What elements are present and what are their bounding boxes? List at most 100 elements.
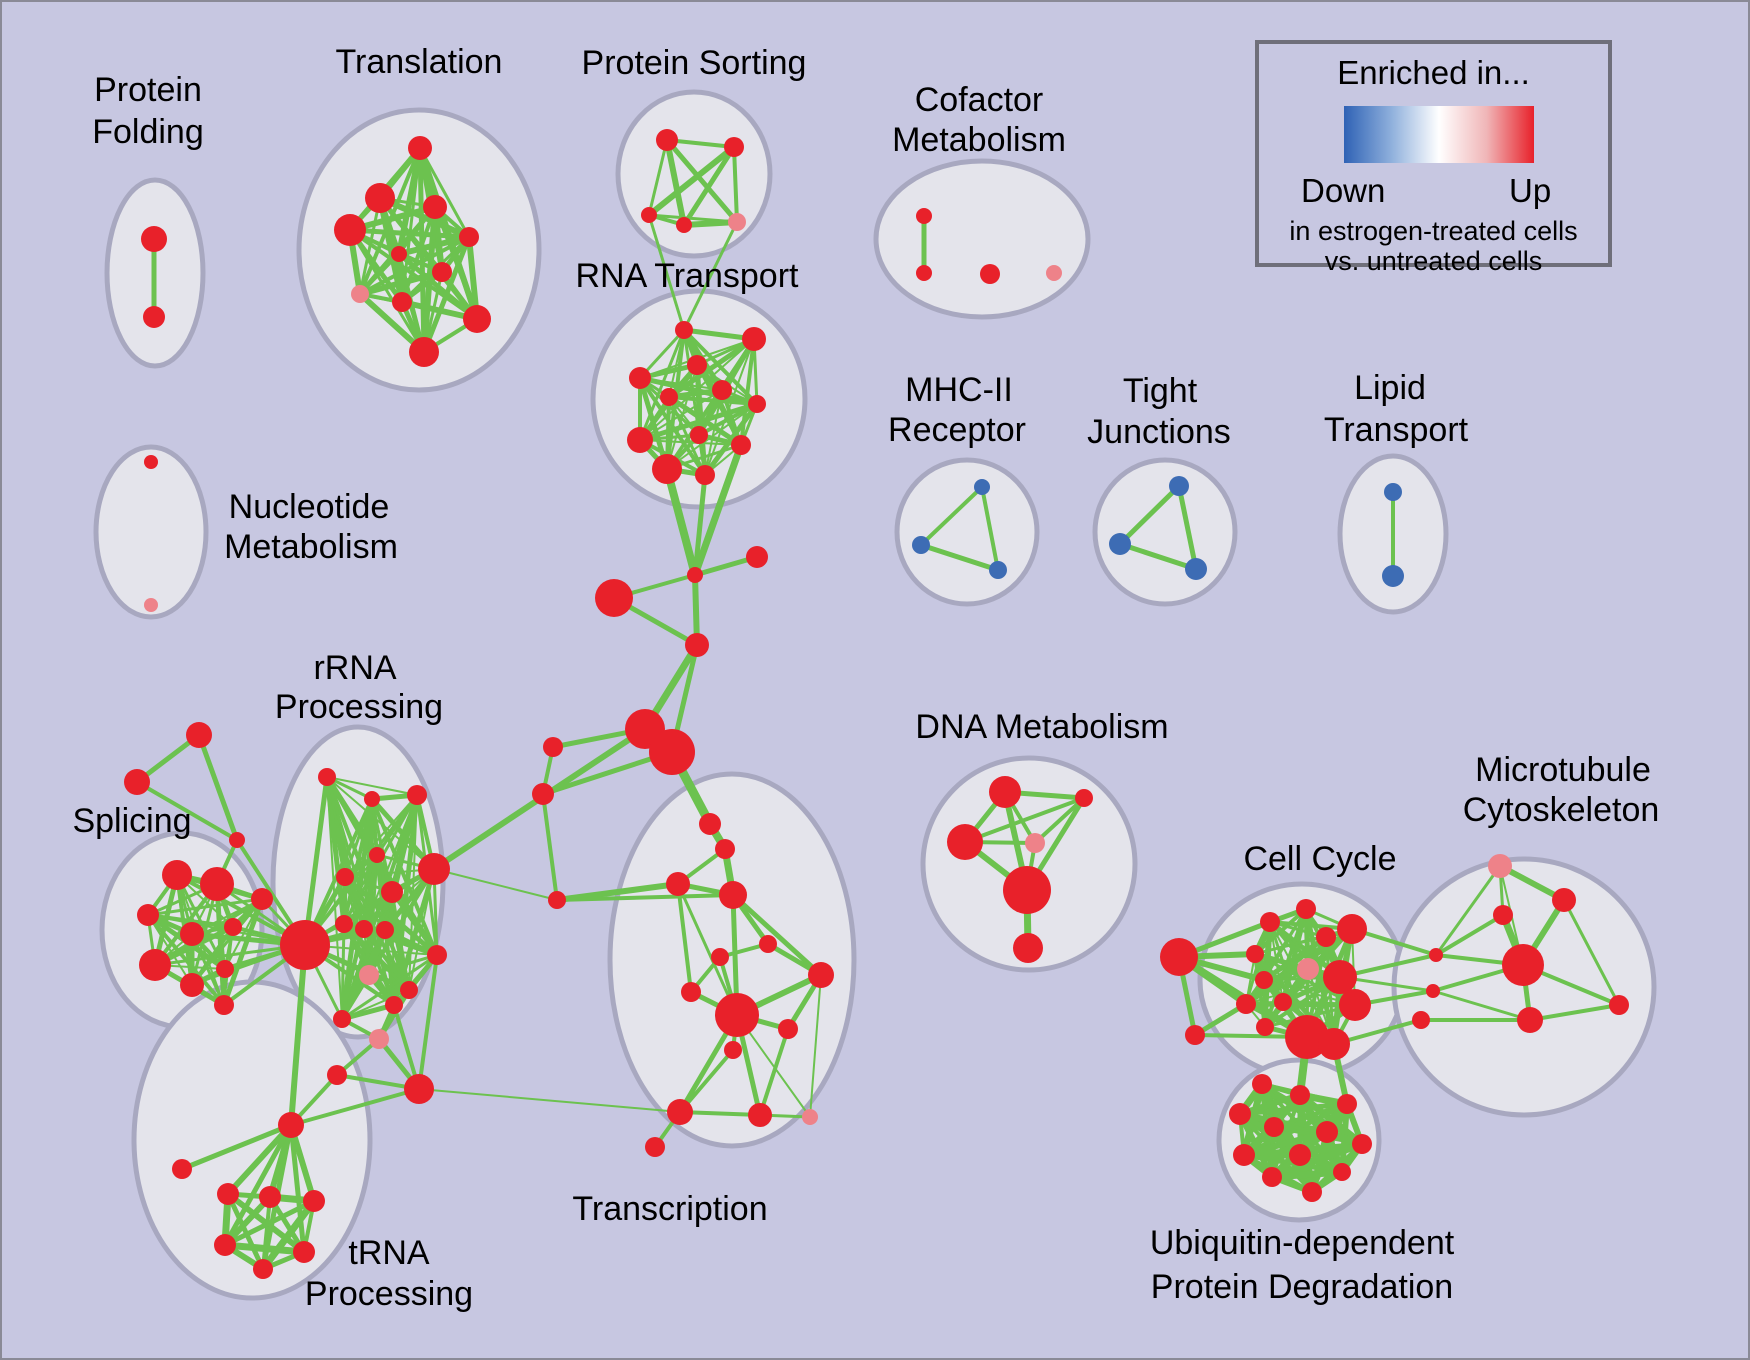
gene-set-node[interactable] bbox=[369, 847, 385, 863]
gene-set-node[interactable] bbox=[656, 129, 678, 151]
gene-set-node[interactable] bbox=[1169, 476, 1189, 496]
gene-set-node[interactable] bbox=[731, 435, 751, 455]
gene-set-node[interactable] bbox=[400, 981, 418, 999]
gene-set-node[interactable] bbox=[759, 935, 777, 953]
gene-set-node[interactable] bbox=[715, 993, 759, 1037]
gene-set-node[interactable] bbox=[186, 722, 212, 748]
gene-set-node[interactable] bbox=[364, 791, 380, 807]
gene-set-node[interactable] bbox=[355, 920, 373, 938]
gene-set-node[interactable] bbox=[1246, 945, 1264, 963]
gene-set-node[interactable] bbox=[947, 824, 983, 860]
gene-set-node[interactable] bbox=[459, 227, 479, 247]
gene-set-node[interactable] bbox=[652, 454, 682, 484]
gene-set-node[interactable] bbox=[595, 579, 633, 617]
gene-set-node[interactable] bbox=[427, 945, 447, 965]
gene-set-node[interactable] bbox=[180, 973, 204, 997]
gene-set-node[interactable] bbox=[214, 995, 234, 1015]
gene-set-node[interactable] bbox=[1316, 1121, 1338, 1143]
gene-set-node[interactable] bbox=[1517, 1007, 1543, 1033]
gene-set-node[interactable] bbox=[989, 776, 1021, 808]
gene-set-node[interactable] bbox=[180, 922, 204, 946]
gene-set-node[interactable] bbox=[1318, 1028, 1350, 1060]
gene-set-node[interactable] bbox=[432, 262, 452, 282]
gene-set-node[interactable] bbox=[742, 327, 766, 351]
gene-set-node[interactable] bbox=[124, 769, 150, 795]
gene-set-node[interactable] bbox=[1297, 958, 1319, 980]
gene-set-node[interactable] bbox=[365, 183, 395, 213]
gene-set-node[interactable] bbox=[359, 965, 379, 985]
gene-set-node[interactable] bbox=[376, 921, 394, 939]
gene-set-node[interactable] bbox=[303, 1190, 325, 1212]
gene-set-node[interactable] bbox=[216, 960, 234, 978]
gene-set-node[interactable] bbox=[690, 426, 708, 444]
gene-set-node[interactable] bbox=[463, 305, 491, 333]
gene-set-node[interactable] bbox=[418, 853, 450, 885]
gene-set-node[interactable] bbox=[137, 904, 159, 926]
gene-set-node[interactable] bbox=[778, 1019, 798, 1039]
gene-set-node[interactable] bbox=[392, 292, 412, 312]
gene-set-node[interactable] bbox=[660, 388, 678, 406]
gene-set-node[interactable] bbox=[200, 867, 234, 901]
gene-set-node[interactable] bbox=[385, 996, 403, 1014]
gene-set-node[interactable] bbox=[1046, 265, 1062, 281]
gene-set-node[interactable] bbox=[1003, 866, 1051, 914]
gene-set-node[interactable] bbox=[1025, 833, 1045, 853]
gene-set-node[interactable] bbox=[1013, 933, 1043, 963]
gene-set-node[interactable] bbox=[391, 246, 407, 262]
gene-set-node[interactable] bbox=[172, 1159, 192, 1179]
gene-set-node[interactable] bbox=[989, 561, 1007, 579]
gene-set-node[interactable] bbox=[1337, 914, 1367, 944]
gene-set-node[interactable] bbox=[808, 962, 834, 988]
gene-set-node[interactable] bbox=[1233, 1144, 1255, 1166]
gene-set-node[interactable] bbox=[423, 195, 447, 219]
gene-set-node[interactable] bbox=[1337, 1094, 1357, 1114]
gene-set-node[interactable] bbox=[1236, 994, 1256, 1014]
gene-set-node[interactable] bbox=[369, 1029, 389, 1049]
gene-set-node[interactable] bbox=[746, 546, 768, 568]
gene-set-node[interactable] bbox=[1333, 1163, 1351, 1181]
gene-set-node[interactable] bbox=[217, 1183, 239, 1205]
gene-set-node[interactable] bbox=[404, 1074, 434, 1104]
gene-set-node[interactable] bbox=[543, 737, 563, 757]
gene-set-node[interactable] bbox=[719, 881, 747, 909]
gene-set-node[interactable] bbox=[980, 264, 1000, 284]
gene-set-node[interactable] bbox=[229, 832, 245, 848]
gene-set-node[interactable] bbox=[548, 891, 566, 909]
gene-set-node[interactable] bbox=[1255, 971, 1273, 989]
gene-set-node[interactable] bbox=[293, 1241, 315, 1263]
gene-set-node[interactable] bbox=[1290, 1085, 1310, 1105]
gene-set-node[interactable] bbox=[1302, 1182, 1322, 1202]
gene-set-node[interactable] bbox=[327, 1065, 347, 1085]
gene-set-node[interactable] bbox=[381, 881, 403, 903]
gene-set-node[interactable] bbox=[1609, 995, 1629, 1015]
gene-set-node[interactable] bbox=[1256, 1018, 1274, 1036]
gene-set-node[interactable] bbox=[1339, 989, 1371, 1021]
gene-set-node[interactable] bbox=[409, 337, 439, 367]
gene-set-node[interactable] bbox=[251, 888, 273, 910]
gene-set-node[interactable] bbox=[532, 783, 554, 805]
gene-set-node[interactable] bbox=[1185, 1025, 1205, 1045]
gene-set-node[interactable] bbox=[748, 1103, 772, 1127]
gene-set-node[interactable] bbox=[1109, 533, 1131, 555]
gene-set-node[interactable] bbox=[336, 868, 354, 886]
gene-set-node[interactable] bbox=[629, 367, 651, 389]
gene-set-node[interactable] bbox=[711, 948, 729, 966]
gene-set-node[interactable] bbox=[695, 465, 715, 485]
gene-set-node[interactable] bbox=[666, 872, 690, 896]
gene-set-node[interactable] bbox=[681, 982, 701, 1002]
gene-set-node[interactable] bbox=[335, 915, 353, 933]
gene-set-node[interactable] bbox=[1552, 888, 1576, 912]
gene-set-node[interactable] bbox=[687, 355, 707, 375]
gene-set-node[interactable] bbox=[141, 226, 167, 252]
gene-set-node[interactable] bbox=[715, 839, 735, 859]
gene-set-node[interactable] bbox=[748, 395, 766, 413]
gene-set-node[interactable] bbox=[1264, 1117, 1284, 1137]
gene-set-node[interactable] bbox=[1429, 948, 1443, 962]
gene-set-node[interactable] bbox=[214, 1234, 236, 1256]
gene-set-node[interactable] bbox=[724, 137, 744, 157]
gene-set-node[interactable] bbox=[1352, 1134, 1372, 1154]
gene-set-node[interactable] bbox=[1296, 899, 1316, 919]
gene-set-node[interactable] bbox=[407, 785, 427, 805]
gene-set-node[interactable] bbox=[1488, 854, 1512, 878]
gene-set-node[interactable] bbox=[1412, 1011, 1430, 1029]
